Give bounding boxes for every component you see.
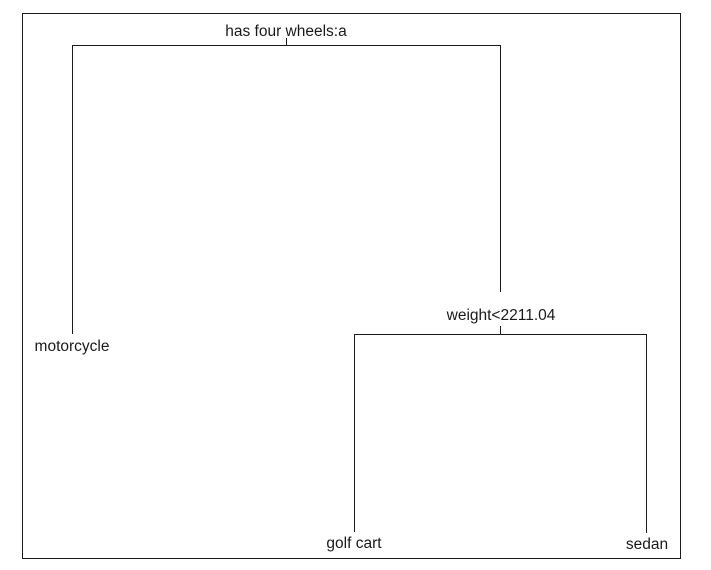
- leaf-sedan-label: sedan: [626, 536, 668, 553]
- plot-frame: [22, 13, 681, 559]
- leaf-golf-cart-label: golf cart: [326, 535, 382, 552]
- root-split-label: has four wheels:a: [225, 23, 347, 40]
- leaf-motorcycle-label: motorcycle: [35, 338, 110, 355]
- weight-split-label: weight<2211.04: [446, 307, 556, 324]
